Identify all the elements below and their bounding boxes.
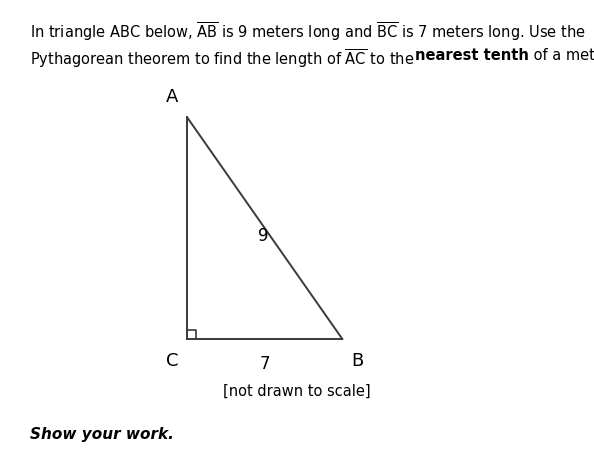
Text: [not drawn to scale]: [not drawn to scale] xyxy=(223,384,371,399)
Text: Show your work.: Show your work. xyxy=(30,427,173,442)
Text: Pythagorean theorem to find the length of $\overline{\mathrm{AC}}$ to the: Pythagorean theorem to find the length o… xyxy=(30,48,415,70)
Text: 9: 9 xyxy=(258,227,269,245)
Text: In triangle ABC below, $\overline{\mathrm{AB}}$ is 9 meters long and $\overline{: In triangle ABC below, $\overline{\mathr… xyxy=(30,20,586,43)
Text: B: B xyxy=(351,352,364,370)
Text: of a meter.: of a meter. xyxy=(529,48,594,63)
Text: C: C xyxy=(166,352,178,370)
Text: 7: 7 xyxy=(260,355,270,373)
Text: A: A xyxy=(166,89,178,106)
Text: nearest tenth: nearest tenth xyxy=(415,48,529,63)
